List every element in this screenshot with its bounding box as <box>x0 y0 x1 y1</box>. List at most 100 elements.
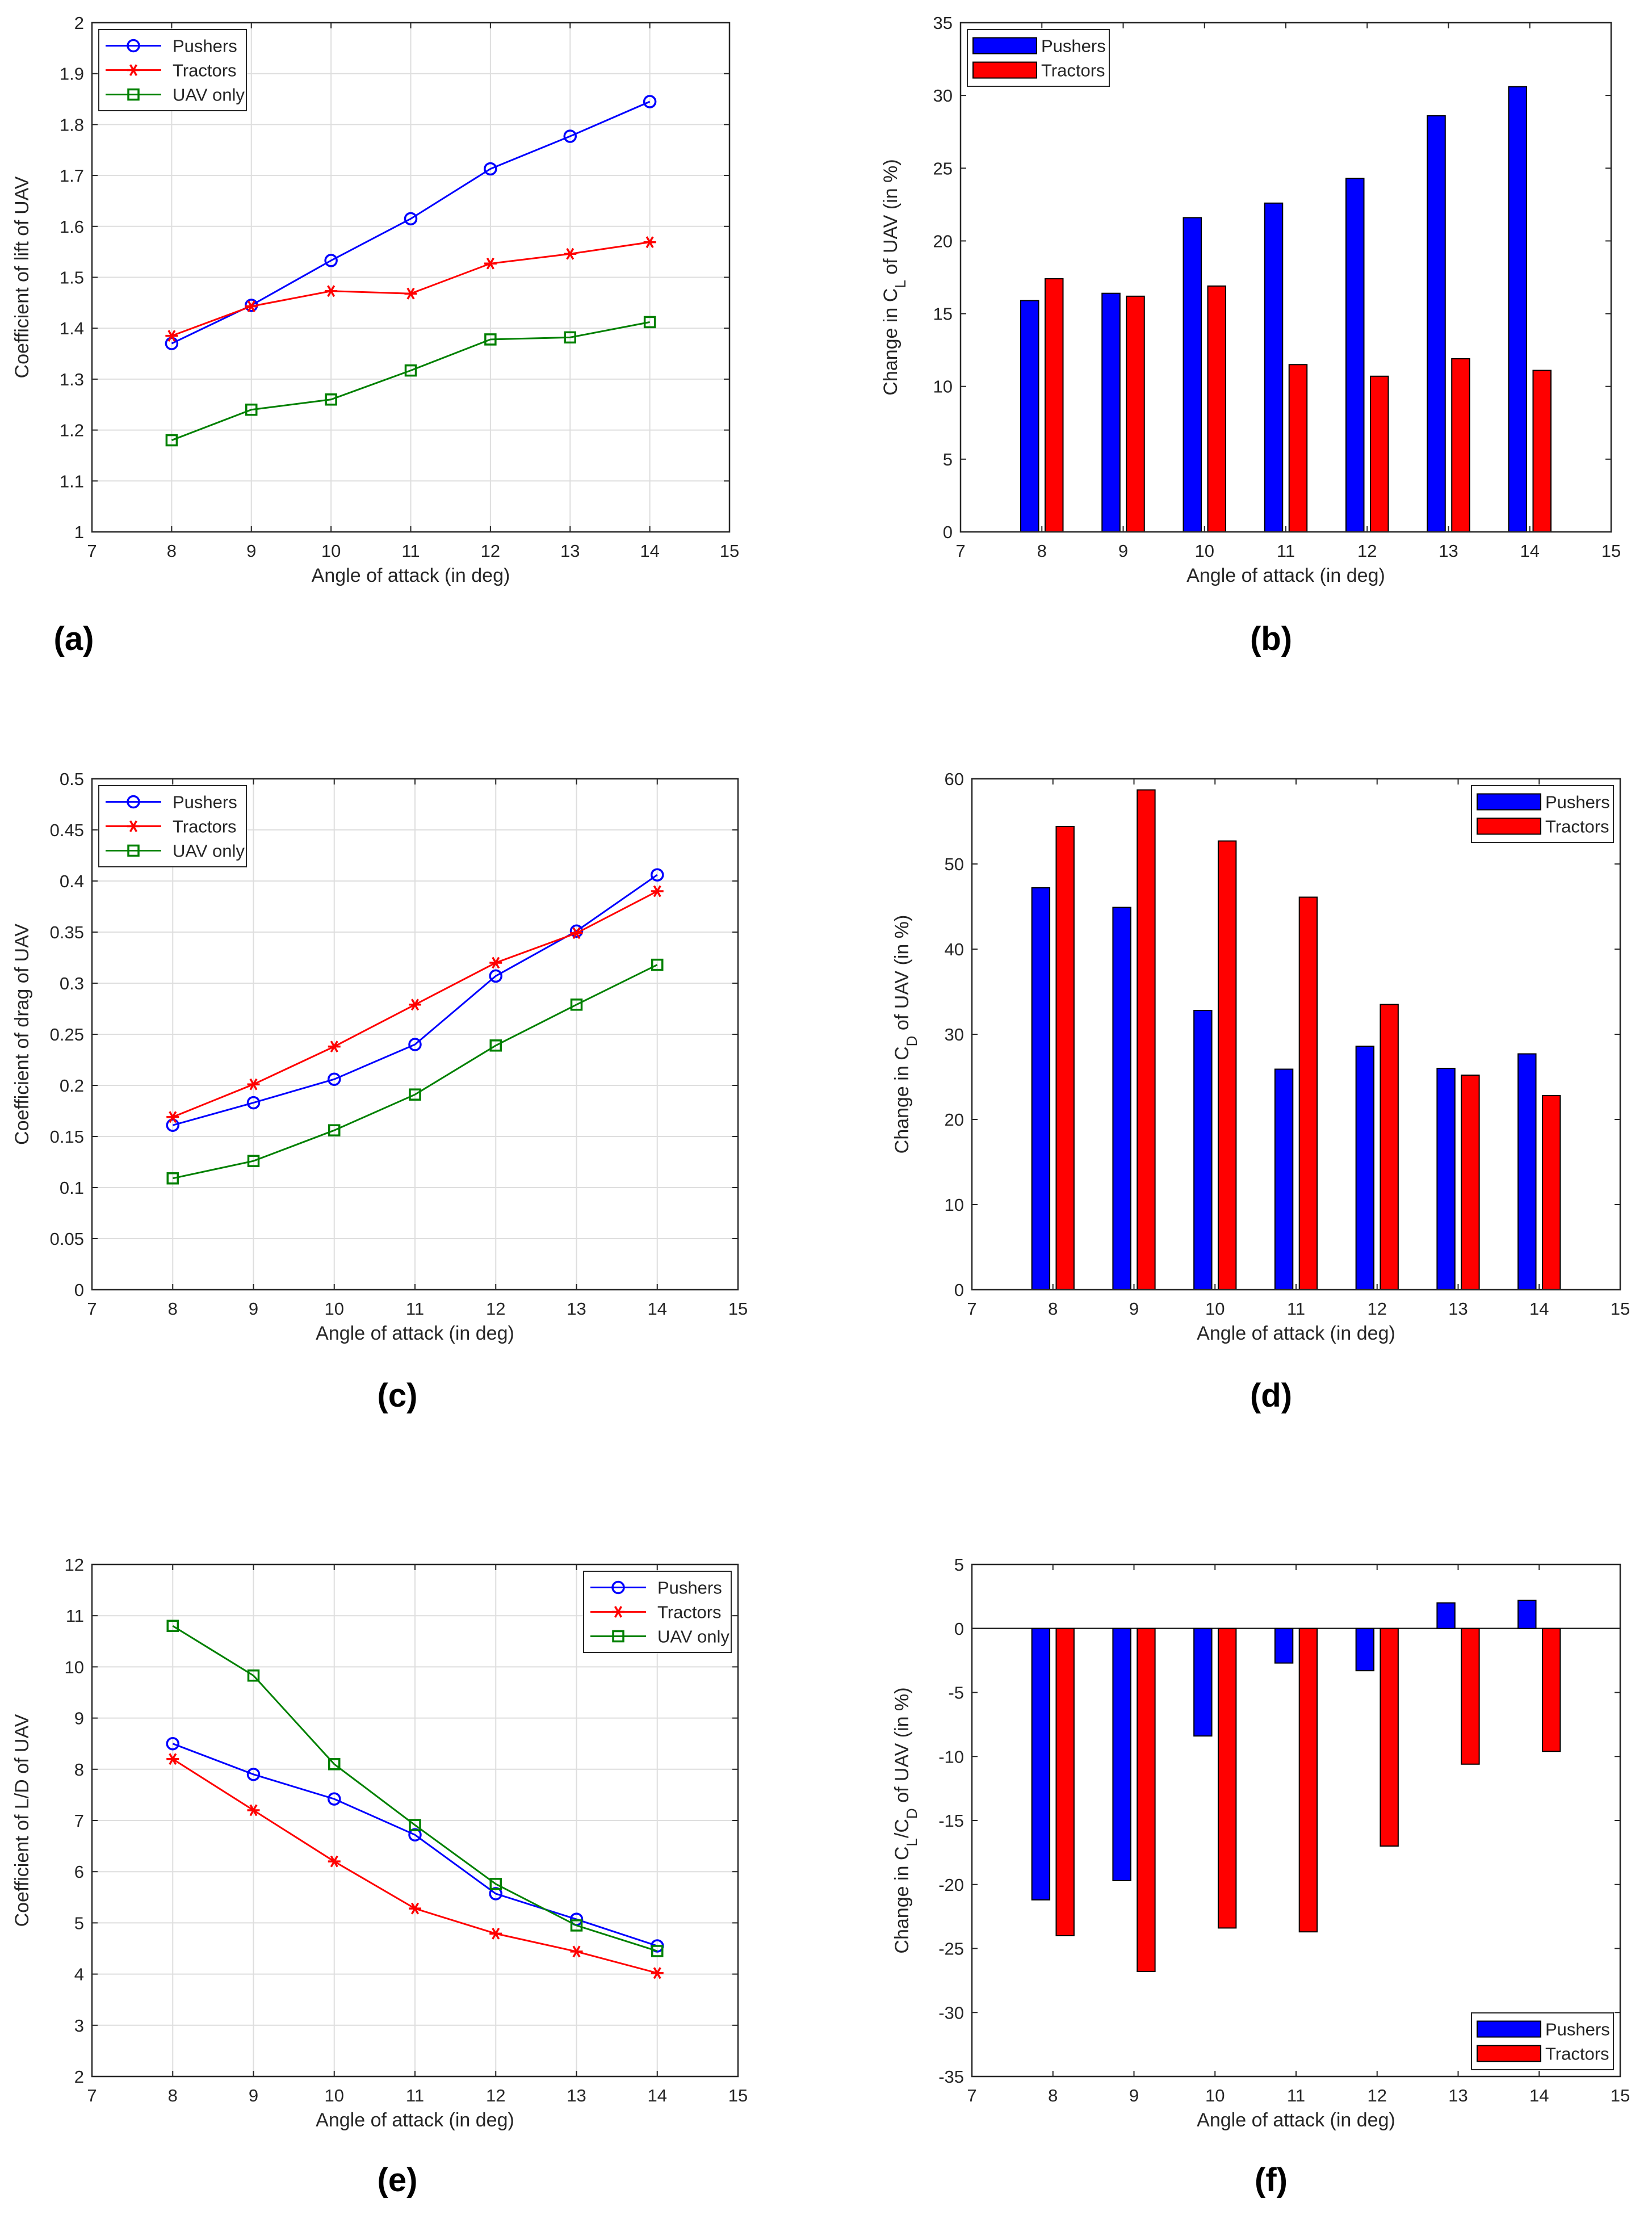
bar-pushers <box>1436 1068 1456 1290</box>
data-point-tractors <box>489 957 502 969</box>
y-tick-label: 1.1 <box>60 471 84 491</box>
y-axis-label: Coefficient of drag of UAV <box>11 924 33 1145</box>
x-tick-label: 14 <box>648 2086 667 2105</box>
data-point-uav-only <box>564 331 576 344</box>
x-axis-label: Angle of attack (in deg) <box>1197 1323 1395 1344</box>
bar-tractors <box>1541 1627 1561 1752</box>
data-point-pushers <box>166 1118 179 1132</box>
series-line-uav-only <box>171 321 650 441</box>
data-point-pushers <box>489 1887 502 1901</box>
y-tick-label: 5 <box>954 1555 964 1575</box>
x-tick-label: 13 <box>560 541 580 561</box>
data-point-uav-only <box>651 958 664 971</box>
plot-background <box>972 1564 1620 2076</box>
y-tick-label: 0 <box>74 1280 84 1300</box>
bar-tractors <box>1055 826 1075 1290</box>
chart-panel-a: 7 8 9 10 11 12 13 14 15 1 1.1 1.2 1.3 1.4 1.5 1.6 1.7 1.8… <box>11 13 739 657</box>
x-tick-label: 7 <box>87 1299 97 1319</box>
bar-pushers <box>1031 1627 1051 1901</box>
x-tick-label: 11 <box>1277 541 1295 561</box>
data-point-tractors <box>564 247 577 260</box>
y-axis-label: Change in CL of UAV (in %) <box>880 159 909 395</box>
data-point-uav-only <box>328 1758 341 1771</box>
data-point-pushers <box>166 1736 179 1751</box>
y-tick-label: 0.25 <box>50 1025 84 1044</box>
data-point-pushers <box>651 868 664 882</box>
y-tick-label: 10 <box>945 1195 964 1215</box>
legend-swatch-pushers <box>1477 2020 1541 2038</box>
y-tick-label: 2 <box>74 13 84 33</box>
y-tick-label: -20 <box>938 1875 964 1895</box>
y-axis-label-subscript: L <box>892 280 909 288</box>
bar-pushers <box>1020 300 1039 533</box>
x-axis-label: Angle of attack (in deg) <box>312 565 510 586</box>
panel-label: (c) <box>378 1377 418 1414</box>
x-tick-label: 14 <box>648 1299 667 1319</box>
x-tick-label: 9 <box>1129 2086 1139 2105</box>
data-point-pushers <box>246 1096 261 1110</box>
x-tick-label: 8 <box>1037 541 1047 561</box>
legend-marker-tractors <box>127 820 140 832</box>
bar-tractors <box>1137 789 1156 1290</box>
y-tick-label: 0.5 <box>60 769 84 789</box>
data-point-pushers <box>328 1792 341 1806</box>
data-point-tractors <box>325 285 338 297</box>
x-tick-label: 12 <box>486 2086 505 2105</box>
data-point-pushers <box>324 254 338 267</box>
bar-tractors <box>1380 1627 1399 1847</box>
y-tick-label: 30 <box>933 86 953 106</box>
y-axis-label-part: Change in C <box>891 1847 913 1954</box>
y-tick-label: 1 <box>74 522 84 542</box>
bar-pushers <box>1355 1627 1375 1672</box>
y-tick-label: 1.3 <box>60 370 84 389</box>
x-tick-label: 12 <box>486 1299 505 1319</box>
legend: Pushers Tractors UAV only <box>583 1571 732 1653</box>
bar-pushers <box>1112 1627 1131 1881</box>
y-tick-label: 0.05 <box>50 1229 84 1249</box>
legend-marker-uav-only <box>127 844 140 857</box>
x-tick-label: 13 <box>1448 1299 1467 1319</box>
x-tick-label: 8 <box>168 1299 178 1319</box>
x-tick-label: 11 <box>1287 2086 1305 2105</box>
y-tick-label: 20 <box>933 231 953 251</box>
data-point-tractors <box>570 927 583 939</box>
y-tick-label: 1.7 <box>60 166 84 186</box>
bar-pushers <box>1101 292 1121 532</box>
bar-tractors <box>1451 358 1470 533</box>
y-tick-label: 4 <box>74 1965 84 1985</box>
x-tick-label: 15 <box>1611 2086 1630 2105</box>
legend-label-pushers: Pushers <box>657 1578 722 1598</box>
y-tick-label: 0 <box>954 1280 964 1300</box>
bar-pushers <box>1274 1627 1294 1664</box>
bar-pushers <box>1274 1068 1294 1290</box>
panel-label: (b) <box>1250 620 1292 657</box>
x-tick-label: 9 <box>1118 541 1128 561</box>
x-tick-label: 8 <box>1048 1299 1058 1319</box>
y-tick-label: 5 <box>943 450 953 469</box>
data-point-tractors <box>247 1078 260 1090</box>
y-tick-label: 0.2 <box>60 1076 84 1096</box>
legend-label-tractors: Tractors <box>1545 2044 1609 2064</box>
data-point-uav-only <box>325 393 337 406</box>
y-axis-label-subscript: D <box>903 1036 920 1047</box>
data-point-tractors <box>409 1902 421 1915</box>
y-axis-label-subscript: D <box>903 1808 920 1819</box>
y-tick-label: -30 <box>938 2003 964 2023</box>
x-tick-label: 8 <box>168 2086 178 2105</box>
bar-pushers <box>1517 1053 1537 1290</box>
bar-tractors <box>1532 370 1552 532</box>
series-line-uav-only <box>172 1625 658 1952</box>
series-line-pushers <box>172 874 658 1126</box>
x-tick-label: 11 <box>1287 1299 1305 1319</box>
y-tick-label: 10 <box>933 377 953 397</box>
y-tick-label: -35 <box>938 2067 964 2087</box>
legend-marker-uav-only <box>612 1630 624 1643</box>
axes-frame <box>959 22 1612 533</box>
x-tick-label: 10 <box>325 2086 344 2105</box>
legend-marker-uav-only <box>127 88 140 101</box>
y-axis-label-part: of UAV (in %) <box>891 1687 913 1808</box>
x-tick-label: 11 <box>406 2086 424 2105</box>
x-axis-label: Angle of attack (in deg) <box>1197 2109 1395 2131</box>
data-point-tractors <box>328 1041 341 1053</box>
